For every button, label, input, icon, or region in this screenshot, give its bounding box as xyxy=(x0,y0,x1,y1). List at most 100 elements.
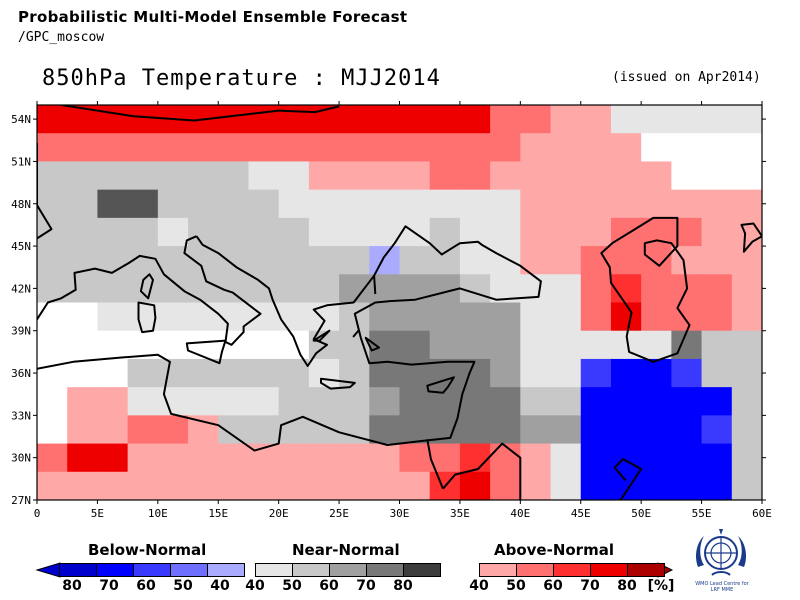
grid-cell xyxy=(641,443,672,473)
grid-cell xyxy=(188,443,219,473)
legend-swatch xyxy=(96,563,134,577)
legend-unit: [%] xyxy=(647,578,675,594)
grid-cell xyxy=(157,302,189,332)
lon-tick-label: 5E xyxy=(91,507,104,520)
grid-cell xyxy=(127,189,159,219)
grid-cell xyxy=(157,443,189,473)
grid-cell xyxy=(550,471,582,501)
grid-cell xyxy=(671,415,702,444)
coastline xyxy=(37,143,53,240)
grid-cell xyxy=(459,471,491,501)
grid-cell xyxy=(399,387,431,416)
grid-cell xyxy=(671,443,702,473)
grid-cell xyxy=(339,189,370,219)
grid-cell xyxy=(97,330,129,360)
grid-cell xyxy=(641,274,672,303)
grid-cell xyxy=(459,246,491,275)
coastline xyxy=(61,105,340,122)
grid-cell xyxy=(67,189,98,219)
grid-cell xyxy=(701,358,733,388)
grid-cell xyxy=(399,330,431,360)
grid-cell xyxy=(97,443,129,473)
legend-near-label: 80 xyxy=(393,578,413,594)
legend-above-label: 70 xyxy=(580,578,600,594)
grid-cell xyxy=(37,415,68,444)
grid-cell xyxy=(731,443,763,473)
grid-cell xyxy=(550,387,582,416)
grid-cell xyxy=(701,443,733,473)
grid-cell xyxy=(550,330,582,360)
legend-swatch xyxy=(59,563,97,577)
grid-cell xyxy=(459,274,491,303)
grid-cell xyxy=(520,415,551,444)
grid-cell xyxy=(369,302,400,332)
legend-below-label: 80 xyxy=(62,578,82,594)
grid-cell xyxy=(731,133,763,162)
grid-cell xyxy=(731,189,763,219)
grid-cell xyxy=(157,330,189,360)
header-line2: /GPC_moscow xyxy=(18,30,105,45)
grid-cell xyxy=(610,105,642,134)
coastline xyxy=(442,442,522,500)
lat-tick-label: 42N xyxy=(11,282,31,295)
grid-cell xyxy=(731,105,763,134)
grid-cell xyxy=(127,161,159,191)
grid-cell xyxy=(459,105,491,134)
grid-cell xyxy=(641,471,672,501)
grid-cell xyxy=(339,161,370,191)
grid-cell xyxy=(520,189,551,219)
grid-cell xyxy=(278,330,310,360)
lon-tick-label: 25E xyxy=(329,507,349,520)
grid-cell xyxy=(399,189,431,219)
grid-cell xyxy=(641,161,672,191)
grid-cell xyxy=(520,302,551,332)
grid-cell xyxy=(97,217,129,247)
grid-cell xyxy=(459,387,491,416)
grid-cell xyxy=(429,330,461,360)
legend-below-arrow xyxy=(35,562,61,578)
legend-below-label: 70 xyxy=(99,578,119,594)
lon-tick-label: 60E xyxy=(752,507,772,520)
grid-cell xyxy=(248,274,280,303)
grid-cell xyxy=(157,161,189,191)
grid-cell xyxy=(97,415,129,444)
grid-cell xyxy=(580,274,612,303)
grid-cell xyxy=(399,443,431,473)
coastline xyxy=(37,225,542,452)
legend-swatch xyxy=(366,563,404,577)
grid-cell xyxy=(459,133,491,162)
lon-tick-label: 40E xyxy=(510,507,530,520)
grid-cell xyxy=(97,302,129,332)
grid-cell xyxy=(580,387,612,416)
grid-cell xyxy=(671,302,702,332)
grid-cell xyxy=(218,217,249,247)
grid-cell xyxy=(218,133,249,162)
grid-cell xyxy=(580,330,612,360)
grid-cell xyxy=(580,358,612,388)
grid-cell xyxy=(550,217,582,247)
legend-near-label: 40 xyxy=(245,578,265,594)
grid-cell xyxy=(308,443,340,473)
grid-cell xyxy=(550,358,582,388)
grid-cell xyxy=(218,471,249,501)
grid-cell xyxy=(37,330,68,360)
lat-tick-label: 51N xyxy=(11,155,31,168)
grid-cell xyxy=(671,471,702,501)
grid-cell xyxy=(641,189,672,219)
grid-cell xyxy=(731,415,763,444)
legend-above-label: 50 xyxy=(506,578,526,594)
island-outline xyxy=(185,339,227,365)
legend-below-label: 40 xyxy=(210,578,230,594)
grid-cell xyxy=(248,133,280,162)
grid-cell xyxy=(580,217,612,247)
lon-tick-label: 35E xyxy=(450,507,470,520)
legend-below-label: 60 xyxy=(136,578,156,594)
grid-cell xyxy=(550,415,582,444)
grid-cell xyxy=(248,217,280,247)
grid-cell xyxy=(308,133,340,162)
grid-cell xyxy=(550,302,582,332)
grid-cell xyxy=(127,358,159,388)
grid-cell xyxy=(157,358,189,388)
coastline xyxy=(600,216,691,363)
legend-swatch xyxy=(403,563,441,577)
